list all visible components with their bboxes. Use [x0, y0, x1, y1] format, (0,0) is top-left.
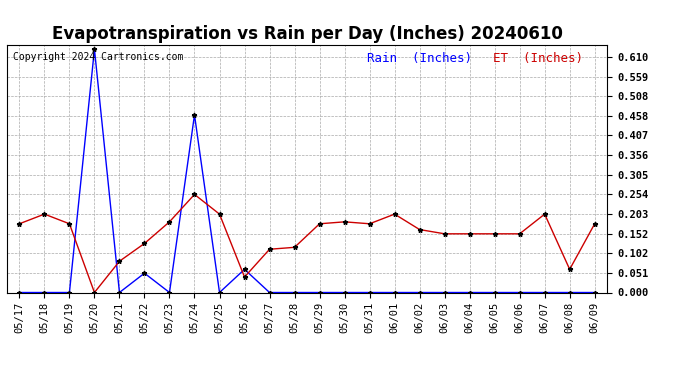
- Text: ET  (Inches): ET (Inches): [493, 53, 583, 65]
- Text: Copyright 2024 Cartronics.com: Copyright 2024 Cartronics.com: [13, 53, 184, 62]
- Text: Rain  (Inches): Rain (Inches): [367, 53, 472, 65]
- Title: Evapotranspiration vs Rain per Day (Inches) 20240610: Evapotranspiration vs Rain per Day (Inch…: [52, 26, 562, 44]
